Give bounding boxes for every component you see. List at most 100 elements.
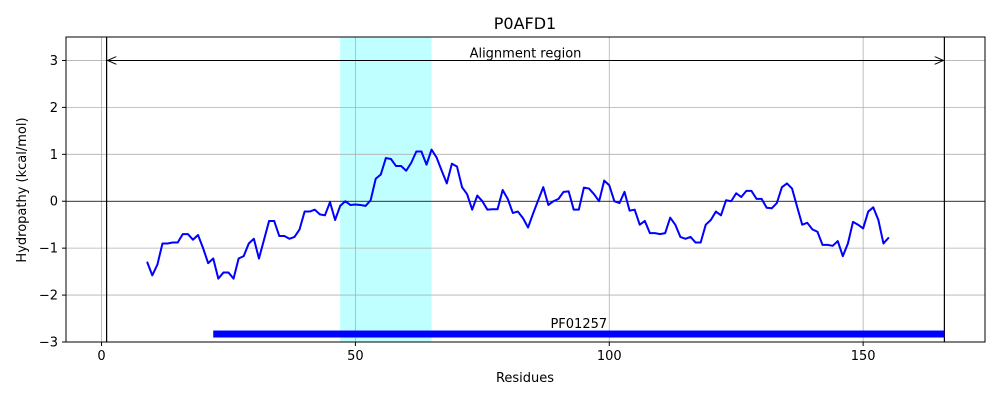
- data-point: [887, 237, 890, 239]
- data-point: [420, 150, 423, 153]
- data-point: [283, 235, 286, 237]
- y-tick-label: −1: [39, 242, 58, 257]
- data-point: [725, 199, 727, 202]
- data-point: [786, 182, 788, 185]
- data-point: [583, 186, 585, 189]
- data-point: [359, 204, 362, 206]
- data-point: [156, 263, 159, 266]
- data-point: [268, 220, 270, 222]
- y-axis-label: Hydropathy (kcal/mol): [15, 117, 30, 262]
- x-tick-label: 0: [97, 349, 105, 364]
- data-point: [339, 205, 341, 207]
- data-point: [395, 165, 397, 167]
- data-point: [877, 219, 880, 221]
- domain-bar-group: PF01257: [213, 317, 945, 338]
- data-point: [628, 209, 631, 212]
- data-point: [217, 277, 220, 280]
- data-point: [446, 182, 448, 185]
- highlight-region: [340, 37, 432, 342]
- data-point: [319, 213, 321, 216]
- data-points: [146, 148, 890, 280]
- data-point: [415, 150, 418, 153]
- data-point: [258, 257, 260, 260]
- data-point: [720, 214, 722, 217]
- y-tick-label: 0: [50, 195, 58, 210]
- data-point: [303, 210, 306, 213]
- data-point: [476, 194, 479, 197]
- data-point: [826, 244, 829, 246]
- data-point: [435, 156, 438, 159]
- y-tick-label: 1: [50, 148, 58, 163]
- y-tick-label: 2: [50, 101, 58, 116]
- data-point: [385, 157, 387, 159]
- data-point: [664, 232, 666, 234]
- data-point: [293, 236, 296, 238]
- data-point: [522, 217, 524, 219]
- data-point: [623, 191, 626, 193]
- data-point: [187, 233, 189, 235]
- data-point: [278, 235, 281, 237]
- domain-label: PF01257: [550, 317, 607, 332]
- data-point: [689, 236, 692, 238]
- data-point: [501, 189, 504, 191]
- data-point: [811, 228, 814, 231]
- data-point: [542, 186, 545, 188]
- y-tick-label: −2: [39, 289, 58, 304]
- data-point: [608, 184, 611, 187]
- data-point: [567, 190, 570, 193]
- data-point: [222, 271, 225, 274]
- data-point: [704, 223, 707, 226]
- data-point: [679, 236, 682, 238]
- data-point: [166, 242, 169, 245]
- data-point: [207, 262, 209, 264]
- data-point: [486, 208, 489, 211]
- data-point: [344, 200, 347, 203]
- data-point: [527, 226, 529, 229]
- data-point: [176, 241, 179, 244]
- data-point: [740, 196, 743, 198]
- chart-title: P0AFD1: [494, 14, 556, 33]
- data-point: [161, 242, 164, 245]
- data-point: [842, 255, 844, 257]
- data-point: [273, 220, 275, 222]
- data-point: [633, 208, 636, 211]
- data-point: [847, 242, 849, 245]
- data-point: [329, 201, 331, 203]
- data-point: [765, 207, 768, 209]
- data-point: [461, 186, 463, 188]
- data-point: [694, 241, 697, 244]
- data-point: [715, 210, 717, 213]
- x-axis-label: Residues: [496, 371, 554, 386]
- plot-frame: [65, 36, 986, 343]
- data-point: [836, 240, 839, 242]
- data-point: [735, 192, 738, 195]
- data-point: [781, 186, 783, 188]
- data-point: [288, 237, 291, 240]
- data-point: [730, 200, 732, 203]
- data-point: [532, 212, 534, 215]
- data-point: [562, 191, 565, 193]
- data-point: [862, 227, 864, 230]
- data-point: [425, 163, 428, 166]
- data-point: [882, 242, 885, 245]
- data-point: [263, 238, 265, 241]
- data-point: [192, 238, 194, 241]
- data-point: [506, 198, 509, 200]
- data-point: [613, 200, 616, 203]
- data-point: [593, 193, 595, 195]
- data-point: [481, 200, 484, 203]
- y-axis-ticks: −3 −2 −1 0 1 2 3: [39, 54, 66, 351]
- data-point: [552, 200, 555, 203]
- data-point: [334, 219, 336, 221]
- data-point: [710, 219, 712, 221]
- data-point: [745, 190, 748, 192]
- data-point: [816, 230, 819, 233]
- data-point: [659, 233, 661, 235]
- data-point: [212, 257, 215, 260]
- data-point: [598, 200, 600, 203]
- data-point: [491, 208, 494, 211]
- data-point: [872, 206, 875, 209]
- x-tick-label: 100: [597, 349, 622, 364]
- data-point: [354, 203, 357, 206]
